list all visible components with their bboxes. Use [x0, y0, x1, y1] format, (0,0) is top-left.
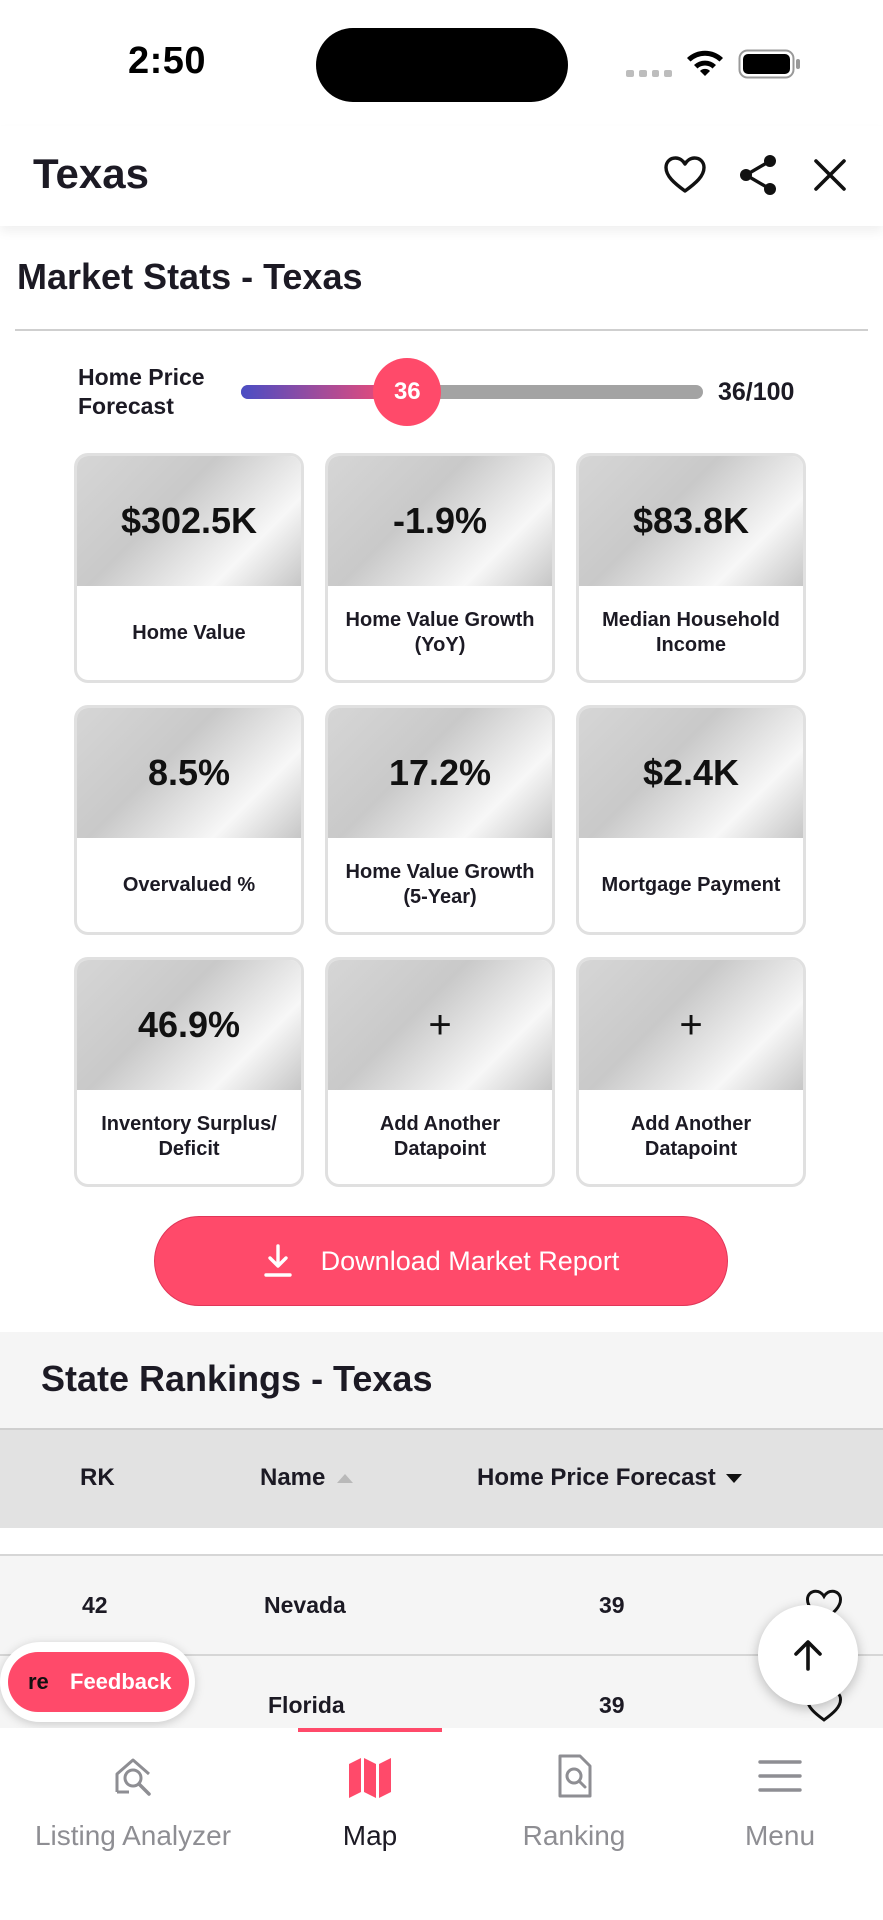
table-spacer	[0, 1528, 883, 1554]
stat-value: $2.4K	[579, 708, 803, 838]
rankings-section	[0, 1332, 883, 1428]
add-datapoint-card[interactable]: + Add Another Datapoint	[325, 957, 555, 1187]
scroll-to-top-button[interactable]	[758, 1605, 858, 1705]
stat-card-median-household-income[interactable]: $83.8K Median Household Income	[576, 453, 806, 683]
stat-label: Add Another Datapoint	[630, 1113, 752, 1160]
forecast-score: 36/100	[718, 378, 795, 406]
forecast-slider-knob[interactable]: 36	[373, 358, 442, 426]
download-icon	[263, 1244, 292, 1277]
nav-label: Menu	[744, 1820, 816, 1851]
nav-label: Listing Analyzer	[34, 1820, 232, 1851]
stat-card-home-value[interactable]: $302.5K Home Value	[74, 453, 304, 683]
dynamic-island	[316, 28, 568, 102]
feedback-button[interactable]: re Feedback	[8, 1652, 189, 1712]
arrow-up-icon	[794, 1640, 822, 1671]
ranking-icon	[558, 1754, 592, 1798]
row-forecast: 39	[599, 1592, 625, 1618]
market-stats-title: Market Stats - Texas	[17, 256, 363, 297]
stat-value: -1.9%	[328, 456, 552, 586]
rankings-table-header	[0, 1428, 883, 1530]
add-datapoint-card[interactable]: + Add Another Datapoint	[576, 957, 806, 1187]
forecast-label: Home Price Forecast	[78, 364, 205, 419]
stat-value: 46.9%	[77, 960, 301, 1090]
nav-label: Map	[342, 1820, 398, 1851]
column-header-forecast[interactable]: Home Price Forecast	[477, 1464, 744, 1492]
stat-card-inventory-surplus[interactable]: 46.9% Inventory Surplus/ Deficit	[74, 957, 304, 1187]
row-rank: 42	[82, 1592, 108, 1618]
stat-value: $83.8K	[579, 456, 803, 586]
stat-value: $302.5K	[77, 456, 301, 586]
stat-label: Overvalued %	[122, 873, 256, 896]
page-title: Texas	[33, 150, 149, 197]
stat-label: Add Another Datapoint	[379, 1113, 501, 1160]
download-button-label: Download Market Report	[320, 1245, 620, 1276]
sort-up-icon	[337, 1474, 354, 1483]
stat-label: Home Value	[132, 621, 246, 644]
column-header-name-label: Name	[260, 1464, 326, 1491]
stat-label: Mortgage Payment	[601, 873, 781, 896]
status-time: 2:50	[128, 40, 207, 82]
forecast-slider-fill	[241, 385, 408, 399]
active-tab-indicator	[298, 1728, 442, 1732]
column-header-name[interactable]: Name	[260, 1464, 355, 1492]
share-icon[interactable]	[735, 152, 781, 198]
row-forecast: 39	[599, 1692, 625, 1718]
favorite-heart-icon[interactable]	[802, 1586, 846, 1626]
stat-label: Home Value Growth (YoY)	[345, 609, 535, 656]
stat-label: Inventory Surplus/ Deficit	[101, 1113, 277, 1160]
sort-down-icon	[725, 1474, 742, 1483]
top-header	[0, 126, 883, 226]
cellular-signal-icon	[626, 70, 672, 78]
heart-icon[interactable]	[662, 152, 708, 198]
stat-card-home-value-growth-yoy[interactable]: -1.9% Home Value Growth (YoY)	[325, 453, 555, 683]
plus-icon: +	[579, 960, 803, 1090]
plus-icon: +	[328, 960, 552, 1090]
download-market-report-button[interactable]: Download Market Report	[154, 1216, 728, 1306]
stat-label: Median Household Income	[602, 609, 780, 656]
stat-card-home-value-growth-5yr[interactable]: 17.2% Home Value Growth (5-Year)	[325, 705, 555, 935]
row-name: Nevada	[264, 1592, 346, 1618]
column-header-rank[interactable]: RK	[80, 1464, 115, 1491]
stat-label: Home Value Growth (5-Year)	[345, 861, 535, 908]
map-icon	[349, 1758, 391, 1798]
stat-value: 17.2%	[328, 708, 552, 838]
divider	[15, 329, 868, 331]
row-name: Florida	[268, 1692, 345, 1718]
listing-analyzer-icon	[115, 1758, 151, 1796]
stat-value: 8.5%	[77, 708, 301, 838]
nav-label: Ranking	[522, 1820, 626, 1851]
feedback-label: Feedback	[70, 1669, 172, 1694]
rankings-title: State Rankings - Texas	[41, 1358, 433, 1399]
stat-card-overvalued[interactable]: 8.5% Overvalued %	[74, 705, 304, 935]
column-header-forecast-label: Home Price Forecast	[477, 1464, 716, 1491]
bottom-navigation	[0, 1728, 883, 1920]
table-row[interactable]: 42 Nevada 39	[0, 1554, 883, 1656]
close-icon[interactable]	[807, 152, 853, 198]
battery-icon	[738, 49, 800, 79]
menu-icon	[758, 1760, 802, 1792]
wifi-icon	[687, 50, 723, 76]
feedback-logo: re	[28, 1669, 49, 1694]
stat-card-mortgage-payment[interactable]: $2.4K Mortgage Payment	[576, 705, 806, 935]
